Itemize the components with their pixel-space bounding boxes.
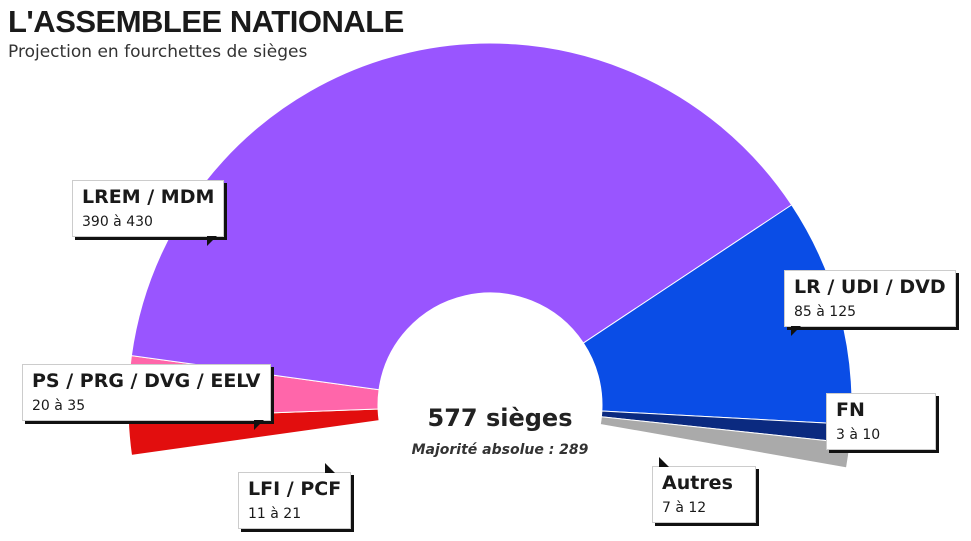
label-lfi-pcf: LFI / PCF 11 à 21	[238, 463, 352, 529]
chart-subtitle: Projection en fourchettes de sièges	[8, 42, 308, 62]
chart-title: L'ASSEMBLEE NATIONALE	[8, 4, 404, 39]
label-fn-name: FN	[836, 399, 865, 421]
callout-tail	[207, 236, 218, 246]
absolute-majority-label: Majorité absolue : 289	[411, 442, 589, 458]
label-autres-name: Autres	[662, 472, 733, 494]
label-lfi-range: 11 à 21	[248, 506, 302, 522]
label-autres-range: 7 à 12	[662, 500, 707, 516]
label-lfi-name: LFI / PCF	[248, 478, 342, 500]
label-fn-range: 3 à 10	[836, 427, 881, 443]
label-fn: FN 3 à 10	[826, 393, 936, 450]
callout-tail	[791, 326, 801, 336]
callout-tail	[253, 420, 264, 430]
label-lrem-mdm-range: 390 à 430	[82, 214, 153, 230]
label-ps-name: PS / PRG / DVG / EELV	[32, 370, 261, 392]
label-lr-udi-dvd: LR / UDI / DVD 85 à 125	[784, 270, 956, 336]
callout-tail	[659, 457, 669, 467]
label-lr-range: 85 à 125	[794, 304, 857, 320]
callout-tail	[325, 463, 335, 473]
label-ps-range: 20 à 35	[32, 398, 86, 414]
total-seats-label: 577 sièges	[427, 404, 573, 432]
segment-autres	[599, 416, 851, 469]
label-lrem-mdm-name: LREM / MDM	[82, 186, 215, 208]
label-lrem-mdm: LREM / MDM 390 à 430	[72, 180, 225, 246]
label-lr-name: LR / UDI / DVD	[794, 276, 946, 298]
label-ps-prg-dvg-eelv: PS / PRG / DVG / EELV 20 à 35	[22, 364, 271, 430]
segment-lrem-mdm	[130, 42, 793, 391]
label-autres: Autres 7 à 12	[652, 457, 756, 523]
